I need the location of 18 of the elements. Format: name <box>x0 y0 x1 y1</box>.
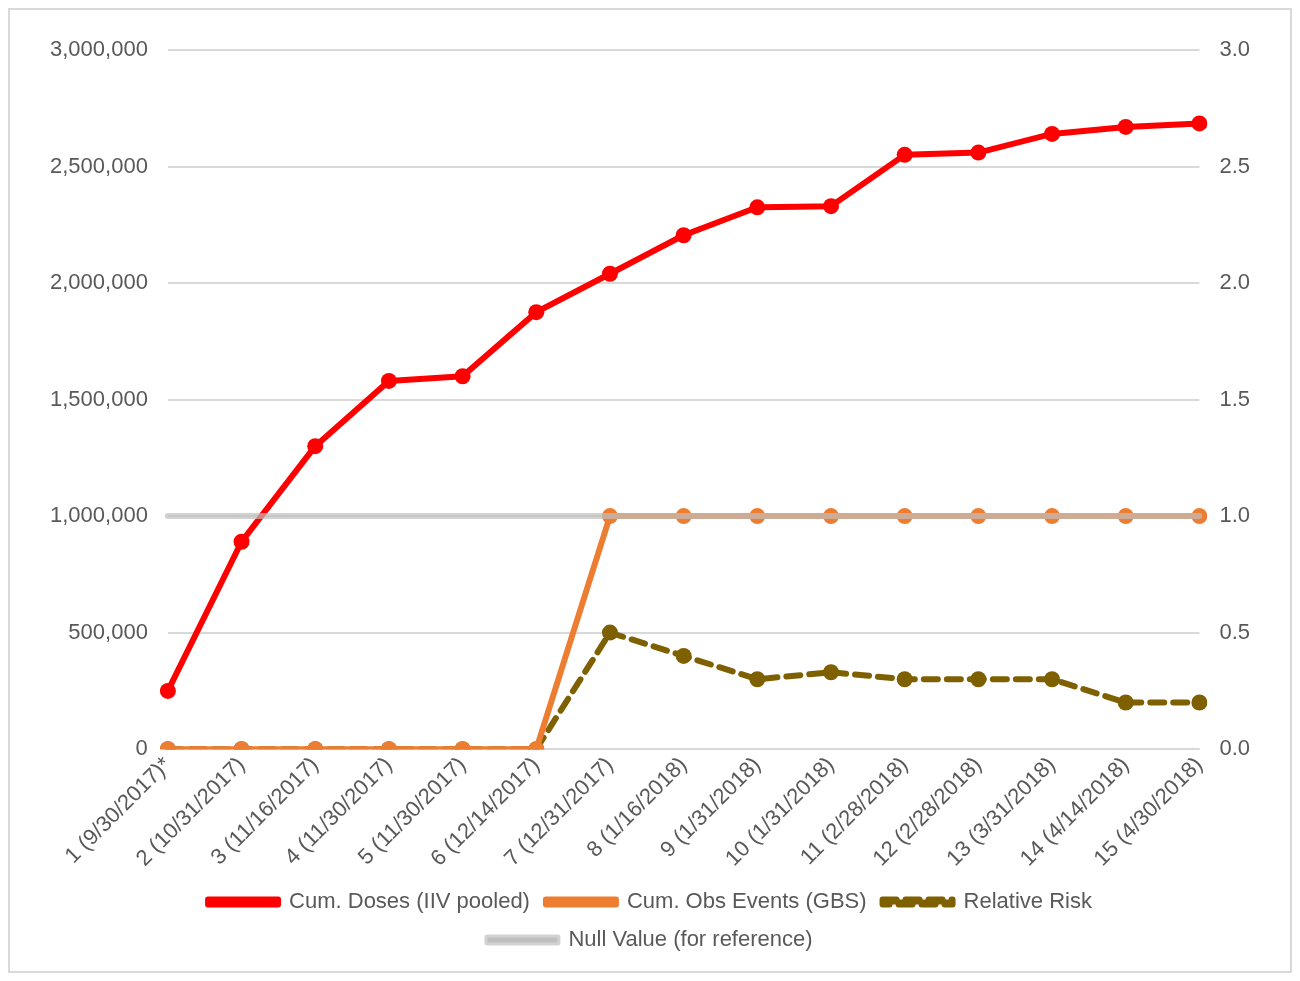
y-tick-label: 1,000,000 <box>50 502 148 528</box>
legend-label: Cum. Obs Events (GBS) <box>626 888 867 914</box>
legend-label: Cum. Doses (IIV pooled) <box>289 888 530 914</box>
y-tick-label: 2,500,000 <box>50 152 148 178</box>
legend-label: Null Value (for reference) <box>568 926 813 952</box>
y2-tick-label: 1.0 <box>1219 502 1251 528</box>
y-tick-label: 500,000 <box>68 618 148 644</box>
y-tick-label: 1,500,000 <box>50 385 148 411</box>
y-tick-label: 3,000,000 <box>50 36 148 62</box>
y2-tick-label: 0.0 <box>1219 735 1251 761</box>
y2-tick-label: 3.0 <box>1219 36 1251 62</box>
y2-tick-label: 2.0 <box>1219 269 1251 295</box>
y2-tick-label: 2.5 <box>1219 152 1251 178</box>
legend-label: Relative Risk <box>963 888 1093 914</box>
y2-tick-label: 0.5 <box>1219 618 1251 644</box>
y-tick-label: 0 <box>135 735 148 761</box>
y-tick-label: 2,000,000 <box>50 269 148 295</box>
y2-tick-label: 1.5 <box>1219 385 1251 411</box>
